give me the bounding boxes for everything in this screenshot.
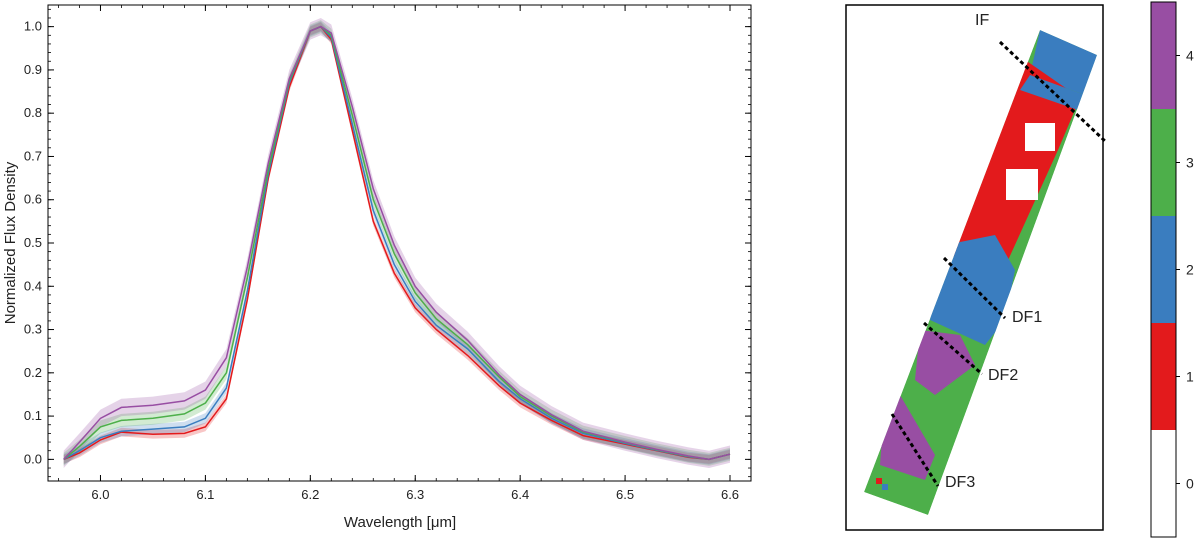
colorbar-tick-label: 1 [1186,369,1194,385]
region-cluster-2-speck [882,484,888,490]
x-tick-label: 6.2 [301,487,319,502]
cluster-map: IF DF1 DF2 DF3 [845,4,1108,531]
series-3-band [63,18,730,468]
colorbar-segment-1 [1151,323,1176,430]
y-tick-label: 1.0 [24,19,42,34]
region-cluster-1-speck [876,478,882,484]
colorbar-tick-label: 3 [1186,155,1194,171]
spectrum-plot: 6.0 6.1 6.2 6.3 6.4 6.5 6.6 0.0 0.1 0.2 0.3 0.4 0.5… [2,4,752,531]
colorbar-segment-0 [1151,430,1176,537]
y-axis-ticks: 0.0 0.1 0.2 0.3 0.4 0.5 0.6 0.7 0.8 0.9 1.0 [24,8,751,478]
label-df2: DF2 [988,367,1018,384]
cut-line-df2 [923,321,983,376]
cut-line-if [998,40,1108,144]
series-1-line [63,25,731,461]
masked-region-a [1025,123,1055,151]
y-axis-title: Normalized Flux Density [2,161,19,324]
series-0-line [63,25,731,461]
y-tick-label: 0.6 [24,192,42,207]
series-lines [63,25,731,461]
x-tick-label: 6.3 [406,487,424,502]
cut-line-df1 [942,256,1007,320]
y-tick-label: 0.7 [24,148,42,163]
colorbar: 0 1 2 3 4 [1150,1,1194,538]
label-df1: DF1 [1012,309,1042,326]
map-strip [864,30,1097,515]
colorbar-ticks: 0 1 2 3 4 [1176,48,1194,492]
y-tick-label: 0.5 [24,235,42,250]
colorbar-segment-3 [1151,109,1176,216]
colorbar-tick-label: 0 [1186,476,1194,492]
colorbar-tick-label: 2 [1186,262,1194,278]
y-tick-label: 0.8 [24,105,42,120]
colorbar-segments [1151,2,1176,537]
x-tick-label: 6.4 [511,487,529,502]
x-axis-title: Wavelength [μm] [344,514,456,531]
x-axis-ticks: 6.0 6.1 6.2 6.3 6.4 6.5 6.6 [58,5,752,502]
y-tick-label: 0.0 [24,451,42,466]
colorbar-segment-2 [1151,216,1176,323]
series-3-line [63,25,731,461]
x-tick-label: 6.6 [721,487,739,502]
y-tick-label: 0.9 [24,62,42,77]
colorbar-tick-label: 4 [1186,48,1194,64]
region-cluster-4-upper [915,330,975,395]
masked-region-b [1006,169,1038,200]
label-if: IF [975,12,989,29]
x-tick-label: 6.1 [196,487,214,502]
y-tick-label: 0.4 [24,278,42,293]
y-tick-label: 0.3 [24,322,42,337]
colorbar-segment-4 [1151,2,1176,109]
label-df3: DF3 [945,474,975,491]
y-tick-label: 0.2 [24,365,42,380]
uncertainty-bands [63,18,730,468]
y-tick-label: 0.1 [24,408,42,423]
x-tick-label: 6.5 [616,487,634,502]
cut-line-df3 [890,413,940,487]
x-tick-label: 6.0 [91,487,109,502]
